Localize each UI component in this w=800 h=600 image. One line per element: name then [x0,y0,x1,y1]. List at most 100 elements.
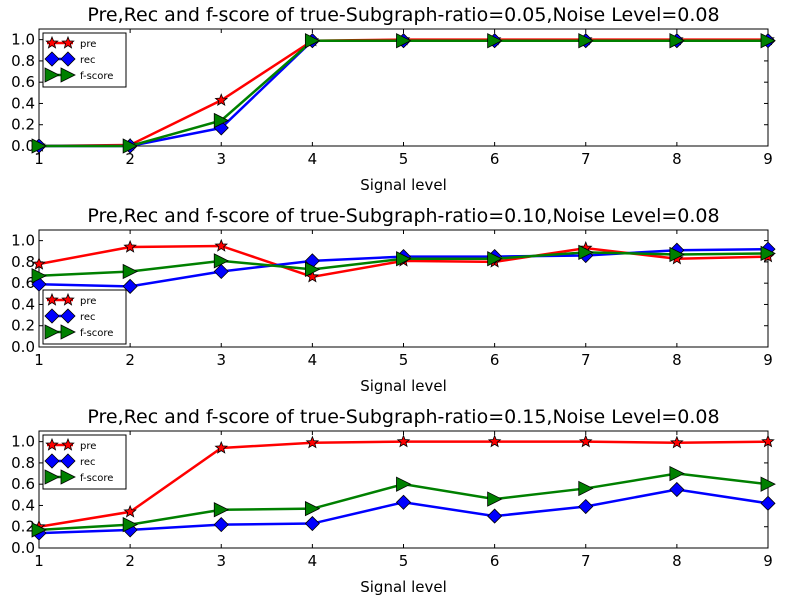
data-point [304,33,321,49]
data-point [213,502,230,518]
data-point [32,256,46,270]
chart-panel-1: Pre,Rec and f-score of true-Subgraph-rat… [11,4,776,194]
data-point [122,263,139,280]
chart-panel-3: Pre,Rec and f-score of true-Subgraph-rat… [11,406,776,596]
data-point [578,480,594,497]
data-point [123,239,137,253]
x-tick-label: 3 [216,351,226,369]
data-point [31,138,47,154]
data-point [669,465,685,482]
legend: pre rec f-score [42,289,127,345]
data-point [123,504,137,518]
legend-label: rec [80,457,96,468]
y-tick-label: 0.6 [11,73,35,91]
legend-label: pre [80,441,96,452]
chart-panel-2: Pre,Rec and f-score of true-Subgraph-rat… [11,205,776,395]
legend-marker [44,308,60,324]
legend-label: rec [80,55,96,66]
data-point [213,263,229,280]
x-tick-label: 9 [763,150,773,168]
data-point [214,93,229,107]
series-f-score [31,465,776,538]
data-point [578,498,594,515]
series-f-score [31,244,776,284]
data-point [31,268,47,284]
x-axis-label: Signal level [360,377,447,395]
series-line [39,39,768,148]
data-point [487,491,503,507]
legend-marker [45,437,59,451]
y-tick-label: 0.6 [11,274,35,292]
y-tick-label: 0.4 [11,94,35,112]
series-rec [31,481,776,541]
x-tick-label: 5 [399,552,409,570]
y-tick-label: 0.8 [11,253,35,271]
x-tick-label: 9 [763,552,773,570]
series-f-score [31,33,776,154]
data-point [487,434,502,448]
series-rec [31,33,776,154]
y-tick-label: 0.8 [11,454,35,472]
data-point [670,435,684,449]
data-point [213,517,229,533]
legend-marker [61,35,75,49]
data-point [578,33,594,49]
legend-marker [44,67,60,83]
legend-marker [60,453,76,469]
data-point [760,33,776,49]
x-tick-label: 2 [125,150,135,168]
x-tick-label: 9 [763,351,773,369]
y-tick-label: 1.0 [11,31,35,49]
x-tick-label: 8 [672,552,682,570]
y-tick-label: 0.2 [11,116,35,134]
legend-label: f-score [80,473,113,484]
y-tick-label: 0.4 [11,295,35,313]
x-tick-label: 6 [490,150,500,168]
legend-marker [44,469,60,485]
data-point [396,434,411,448]
legend-marker [60,308,76,324]
chart-title: Pre,Rec and f-score of true-Subgraph-rat… [87,406,719,428]
x-tick-label: 4 [308,150,318,168]
x-tick-label: 3 [216,552,226,570]
legend-marker [61,292,75,306]
x-tick-label: 3 [216,150,226,168]
y-tick-label: 0.0 [11,539,35,557]
legend: pre rec f-score [42,32,127,88]
x-tick-label: 4 [308,351,318,369]
data-point [122,138,139,154]
legend-label: f-score [80,328,113,339]
x-tick-label: 5 [399,351,409,369]
legend-label: pre [80,39,96,50]
data-point [305,435,320,449]
data-point [669,481,685,498]
series-pre [32,32,775,152]
legend-label: rec [80,312,96,323]
chart-title: Pre,Rec and f-score of true-Subgraph-rat… [87,205,719,227]
x-tick-label: 8 [672,351,682,369]
data-point [487,33,503,49]
x-tick-label: 4 [308,552,318,570]
legend-marker [60,469,76,485]
legend-marker [60,51,76,67]
x-tick-label: 8 [672,150,682,168]
data-point [304,515,320,532]
x-tick-label: 7 [581,351,591,369]
chart-title: Pre,Rec and f-score of true-Subgraph-rat… [87,4,719,26]
legend-marker [45,292,59,306]
y-tick-label: 0.4 [11,496,35,514]
data-point [396,476,412,492]
legend-marker [45,35,59,49]
x-axis-label: Signal level [360,176,447,194]
data-point [760,245,776,262]
data-point [214,440,229,454]
y-tick-label: 0.6 [11,475,35,493]
data-point [761,434,775,448]
data-point [578,244,594,260]
legend-label: pre [80,296,96,307]
series-rec [31,241,776,294]
legend-marker [44,324,60,340]
legend-marker [44,453,60,469]
data-point [578,434,593,448]
